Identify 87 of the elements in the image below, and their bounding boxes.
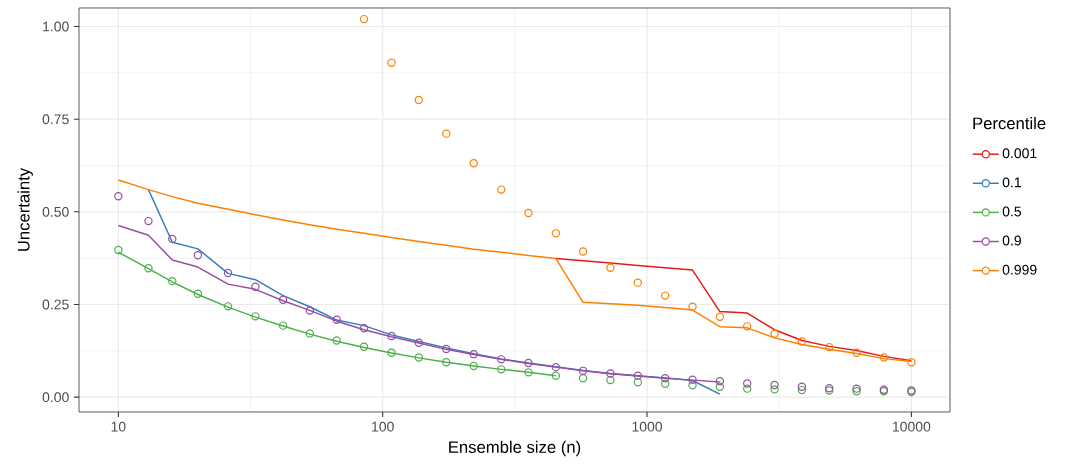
point [578,366,588,376]
point [359,342,369,351]
point [688,381,697,390]
point [524,368,533,377]
point [414,338,424,347]
point [551,229,561,238]
point [770,385,779,394]
point [442,358,451,367]
legend-label: 0.9 [1002,235,1021,246]
point [114,192,123,201]
y-tick-label: 0.25 [42,299,69,310]
point [551,371,561,380]
x-tick-label: 10000 [892,421,931,432]
point [606,375,615,385]
x-axis-title: Ensemble size (n) [449,440,581,457]
point [852,348,861,357]
point [414,353,424,362]
x-tick-label: 10 [111,421,126,432]
legend-label: 0.001 [1002,148,1037,159]
point [497,365,506,374]
point [469,361,478,371]
point [633,371,643,380]
point [660,379,670,389]
point [305,329,314,338]
point [168,276,177,286]
point [715,377,725,386]
point [743,322,752,331]
point [660,374,670,383]
point [332,315,341,324]
point [606,369,615,378]
y-tick-label: 1.00 [43,21,69,32]
point [660,291,670,300]
point [251,282,260,291]
point [770,380,779,390]
point [305,306,314,315]
point [797,337,807,346]
x-tick-label: 100 [372,421,394,432]
point [497,355,506,364]
point [715,312,725,321]
point [359,324,369,333]
point [879,353,889,362]
point [414,95,424,105]
y-tick-label: 0.00 [42,392,69,403]
point [743,379,752,388]
legend-title: Percentile [973,117,1046,130]
point [223,268,233,278]
point [551,362,561,372]
point [715,382,725,391]
point [497,185,506,194]
point [606,263,615,272]
point [578,374,588,383]
y-axis-title: Uncertainty [17,167,33,251]
legend-label: 0.1 [1002,177,1021,188]
point [359,14,369,24]
point [442,129,451,138]
line-series [555,257,913,362]
point [743,384,752,393]
point [469,349,478,359]
point [278,321,288,330]
point [633,378,643,387]
x-tick-label: 1000 [632,421,663,432]
point [114,245,123,255]
point [442,344,451,354]
point [907,358,916,367]
point [387,348,396,357]
point [633,278,643,287]
point [797,385,807,395]
point [797,382,807,391]
point [469,159,478,168]
point [387,58,396,68]
point [524,358,533,368]
point [278,295,288,304]
point [251,312,260,321]
point [688,375,697,384]
point [168,234,177,244]
y-tick-label: 0.75 [42,114,69,125]
y-tick-label: 0.50 [42,206,69,217]
point [387,331,396,341]
legend-label: 0.5 [1002,206,1022,217]
point [524,208,533,218]
legend-label: 0.999 [1002,264,1037,275]
point [223,302,233,311]
point [578,247,588,256]
point [825,342,834,352]
point [688,302,697,311]
point [770,329,779,338]
point [332,336,341,345]
